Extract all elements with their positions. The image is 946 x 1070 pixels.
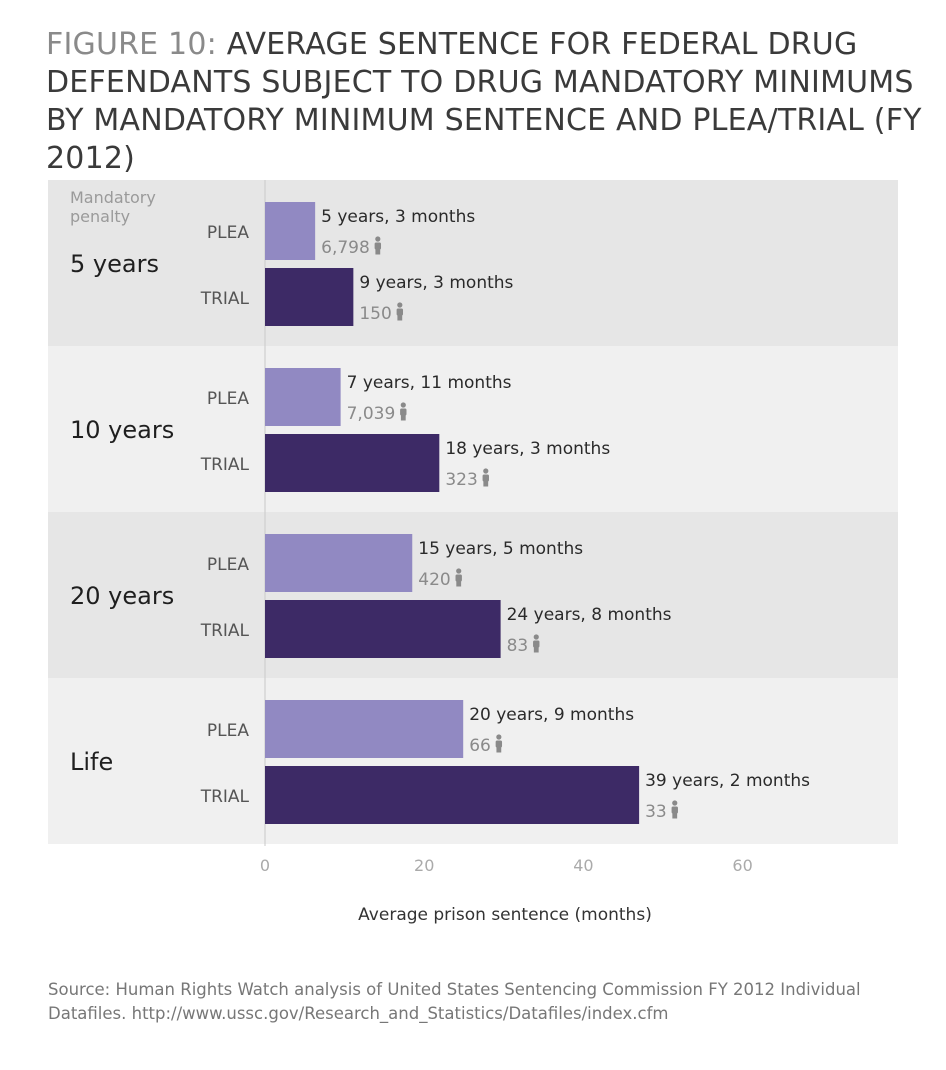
chart-title-text: AVERAGE SENTENCE FOR FEDERAL DRUG DEFEND… [46,27,922,176]
series-label: PLEA [207,223,249,243]
series-label: PLEA [207,389,249,409]
bar-value-label: 7 years, 11 months [347,373,512,393]
series-label: TRIAL [200,621,250,641]
x-tick-label: 60 [732,856,752,875]
x-axis-title: Average prison sentence (months) [358,905,652,925]
person-icon [495,734,503,753]
bar-trial [265,600,501,658]
bar-plea [265,202,316,260]
x-tick-label: 0 [260,856,270,875]
person-icon [671,800,678,819]
group-label: Life [70,748,113,776]
bar-value-label: 39 years, 2 months [645,771,810,791]
bar-value-label: 18 years, 3 months [445,439,610,459]
group-label: 5 years [70,250,159,278]
person-icon [396,302,404,321]
chart-title: FIGURE 10: AVERAGE SENTENCE FOR FEDERAL … [46,26,926,178]
group-header-line1: Mandatory [70,188,156,207]
bar-plea [265,700,464,758]
series-label: TRIAL [200,787,250,807]
defendant-count: 33 [645,802,667,822]
defendant-count: 66 [469,736,491,756]
group-band [48,346,898,512]
defendant-count: 323 [445,470,477,490]
bar-trial [265,766,640,824]
group-label: 10 years [70,416,174,444]
person-icon [400,402,407,421]
bar-value-label: 15 years, 5 months [418,539,583,559]
group-label: 20 years [70,582,174,610]
figure-number: FIGURE 10: [46,27,217,62]
person-icon [482,468,489,487]
defendant-count: 7,039 [347,404,396,424]
group-header-line2: penalty [70,207,130,226]
x-tick-label: 40 [573,856,593,875]
bar-value-label: 5 years, 3 months [321,207,475,227]
group-band [48,180,898,346]
bar-plea [265,368,341,426]
defendant-count: 150 [359,304,391,324]
bar-value-label: 9 years, 3 months [359,273,513,293]
bar-trial [265,434,440,492]
bar-value-label: 24 years, 8 months [507,605,672,625]
defendant-count: 420 [418,570,450,590]
series-label: TRIAL [200,455,250,475]
series-label: PLEA [207,555,249,575]
defendant-count: 83 [507,636,529,656]
x-tick-label: 20 [414,856,434,875]
bar-trial [265,268,354,326]
person-icon [533,634,540,653]
bar-plea [265,534,413,592]
defendant-count: 6,798 [321,238,370,258]
bar-value-label: 20 years, 9 months [469,705,634,725]
series-label: PLEA [207,721,249,741]
source-note: Source: Human Rights Watch analysis of U… [48,980,861,1023]
series-label: TRIAL [200,289,250,309]
person-icon [374,236,382,255]
person-icon [455,568,462,587]
